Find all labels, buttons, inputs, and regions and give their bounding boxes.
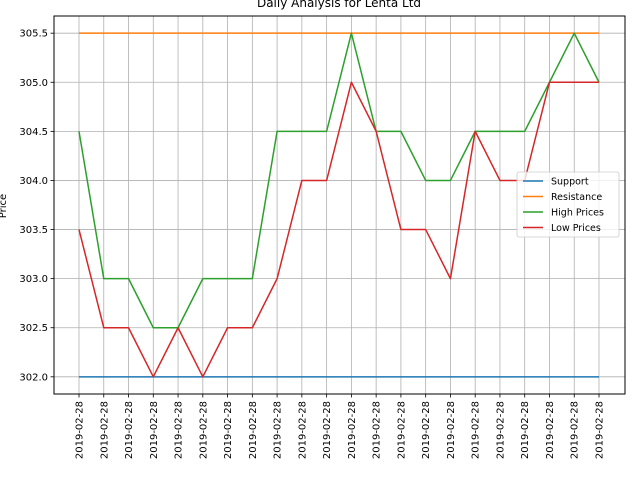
x-tick-label: 2019-02-28 [545, 401, 556, 459]
x-tick-label: 2019-02-28 [174, 401, 185, 459]
y-tick-label: 305.0 [19, 78, 48, 89]
legend: Support Resistance High Prices Low Prices [516, 171, 620, 238]
series-line-high-prices [78, 32, 600, 329]
series-lines [78, 32, 600, 378]
x-tick-label: 2019-02-28 [396, 401, 407, 459]
y-tick-label: 303.0 [19, 274, 48, 285]
x-tick-label: 2019-02-28 [570, 401, 581, 459]
legend-label: High Prices [551, 208, 604, 219]
y-tick-label: 304.5 [19, 127, 48, 138]
x-tick-label: 2019-02-28 [223, 401, 234, 459]
x-tick-label: 2019-02-28 [471, 401, 482, 459]
legend-label: Low Prices [551, 223, 601, 234]
chart-title: Daily Analysis for Lenta Ltd [257, 0, 421, 10]
x-tick-label: 2019-02-28 [421, 401, 432, 459]
x-tick-label: 2019-02-28 [198, 401, 209, 459]
x-tick-label: 2019-02-28 [446, 401, 457, 459]
legend-label: Resistance [551, 192, 602, 203]
x-tick-label: 2019-02-28 [75, 401, 86, 459]
x-tick-label: 2019-02-28 [372, 401, 383, 459]
x-tick-label: 2019-02-28 [248, 401, 259, 459]
x-tick-label: 2019-02-28 [273, 401, 284, 459]
x-tick-label: 2019-02-28 [322, 401, 333, 459]
y-tick-label: 303.5 [19, 225, 48, 236]
x-tick-label: 2019-02-28 [99, 401, 110, 459]
y-tick-label: 302.5 [19, 323, 48, 334]
y-tick-label: 302.0 [19, 372, 48, 383]
y-tick-label: 305.5 [19, 29, 48, 40]
x-tick-label: 2019-02-28 [520, 401, 531, 459]
x-tick-label: 2019-02-28 [124, 401, 135, 459]
y-tick-label: 304.0 [19, 176, 48, 187]
x-tick-label: 2019-02-28 [495, 401, 506, 459]
legend-box [516, 171, 620, 238]
x-axis: 2019-02-28 2019-02-28 2019-02-28 2019-02-28… [75, 394, 606, 459]
plot-frame [53, 15, 626, 395]
x-tick-label: 2019-02-28 [347, 401, 358, 459]
legend-label: Support [551, 177, 589, 188]
grid [54, 16, 625, 394]
x-tick-label: 2019-02-28 [149, 401, 160, 459]
y-axis: 302.0 302.5 303.0 303.5 304.0 304.5 305.0 305.5 [19, 29, 54, 383]
series-line-low-prices [78, 81, 599, 378]
y-axis-label: Price [0, 194, 9, 218]
x-tick-label: 2019-02-28 [595, 401, 606, 459]
x-tick-label: 2019-02-28 [297, 401, 308, 459]
